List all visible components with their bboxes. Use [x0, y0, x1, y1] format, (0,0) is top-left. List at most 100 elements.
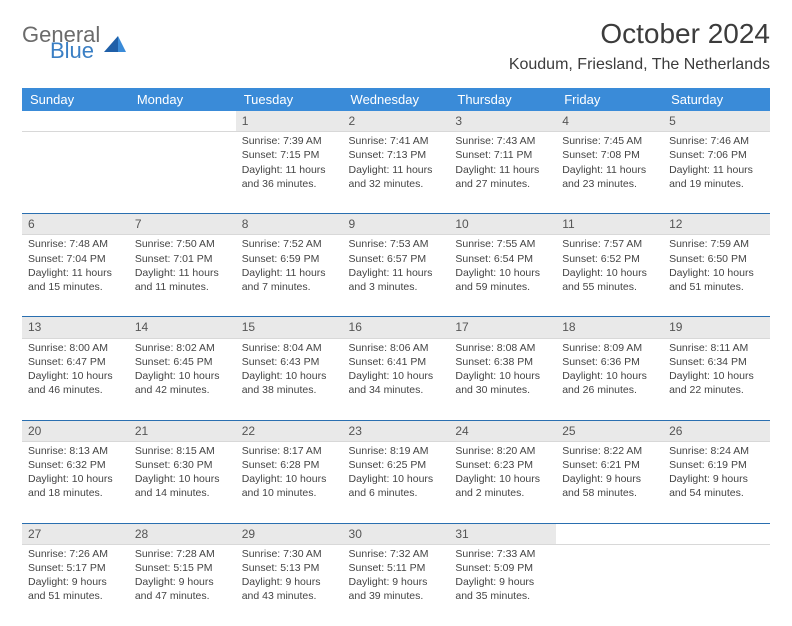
day-header-row: Sunday Monday Tuesday Wednesday Thursday… — [22, 88, 770, 111]
day-content-cell: Sunrise: 8:08 AMSunset: 6:38 PMDaylight:… — [449, 338, 556, 420]
sunrise-text: Sunrise: 8:06 AM — [349, 341, 444, 355]
daylight-text: Daylight: 11 hours and 11 minutes. — [135, 266, 230, 294]
day-content-cell: Sunrise: 7:53 AMSunset: 6:57 PMDaylight:… — [343, 235, 450, 317]
daylight-text: Daylight: 10 hours and 22 minutes. — [669, 369, 764, 397]
day-number-cell: 17 — [449, 317, 556, 338]
day-content-cell: Sunrise: 7:55 AMSunset: 6:54 PMDaylight:… — [449, 235, 556, 317]
day-content-cell: Sunrise: 8:00 AMSunset: 6:47 PMDaylight:… — [22, 338, 129, 420]
daylight-text: Daylight: 11 hours and 36 minutes. — [242, 163, 337, 191]
day-header: Monday — [129, 88, 236, 111]
daylight-text: Daylight: 11 hours and 3 minutes. — [349, 266, 444, 294]
sunrise-text: Sunrise: 7:30 AM — [242, 547, 337, 561]
daylight-text: Daylight: 11 hours and 7 minutes. — [242, 266, 337, 294]
sunset-text: Sunset: 5:09 PM — [455, 561, 550, 575]
day-content-cell: Sunrise: 8:19 AMSunset: 6:25 PMDaylight:… — [343, 441, 450, 523]
sunset-text: Sunset: 6:23 PM — [455, 458, 550, 472]
sunrise-text: Sunrise: 8:19 AM — [349, 444, 444, 458]
sunset-text: Sunset: 6:59 PM — [242, 252, 337, 266]
day-content-cell — [663, 544, 770, 626]
day-number-cell: 20 — [22, 420, 129, 441]
day-number-cell: 27 — [22, 523, 129, 544]
title-block: October 2024 Koudum, Friesland, The Neth… — [509, 18, 770, 74]
sunset-text: Sunset: 6:54 PM — [455, 252, 550, 266]
sunrise-text: Sunrise: 7:52 AM — [242, 237, 337, 251]
day-number-cell: 30 — [343, 523, 450, 544]
sunset-text: Sunset: 7:04 PM — [28, 252, 123, 266]
day-number-cell: 22 — [236, 420, 343, 441]
day-number-cell: 21 — [129, 420, 236, 441]
day-content-cell: Sunrise: 7:30 AMSunset: 5:13 PMDaylight:… — [236, 544, 343, 626]
daylight-text: Daylight: 11 hours and 15 minutes. — [28, 266, 123, 294]
daylight-text: Daylight: 10 hours and 6 minutes. — [349, 472, 444, 500]
day-number-row: 13141516171819 — [22, 317, 770, 338]
sunset-text: Sunset: 6:34 PM — [669, 355, 764, 369]
day-number-cell: 19 — [663, 317, 770, 338]
sunset-text: Sunset: 6:45 PM — [135, 355, 230, 369]
sunrise-text: Sunrise: 7:59 AM — [669, 237, 764, 251]
daylight-text: Daylight: 11 hours and 19 minutes. — [669, 163, 764, 191]
daylight-text: Daylight: 10 hours and 10 minutes. — [242, 472, 337, 500]
day-header: Wednesday — [343, 88, 450, 111]
daylight-text: Daylight: 11 hours and 32 minutes. — [349, 163, 444, 191]
day-content-cell: Sunrise: 8:20 AMSunset: 6:23 PMDaylight:… — [449, 441, 556, 523]
sunrise-text: Sunrise: 7:45 AM — [562, 134, 657, 148]
day-number-cell: 14 — [129, 317, 236, 338]
brand-blue: Blue — [50, 40, 100, 62]
sunset-text: Sunset: 6:52 PM — [562, 252, 657, 266]
daylight-text: Daylight: 10 hours and 46 minutes. — [28, 369, 123, 397]
day-number-cell — [556, 523, 663, 544]
header-bar: General Blue October 2024 Koudum, Friesl… — [22, 18, 770, 74]
day-number-cell: 13 — [22, 317, 129, 338]
sunrise-text: Sunrise: 7:48 AM — [28, 237, 123, 251]
daylight-text: Daylight: 10 hours and 34 minutes. — [349, 369, 444, 397]
day-content-row: Sunrise: 7:26 AMSunset: 5:17 PMDaylight:… — [22, 544, 770, 626]
sunset-text: Sunset: 6:21 PM — [562, 458, 657, 472]
daylight-text: Daylight: 9 hours and 54 minutes. — [669, 472, 764, 500]
sunrise-text: Sunrise: 7:41 AM — [349, 134, 444, 148]
sunset-text: Sunset: 5:13 PM — [242, 561, 337, 575]
day-number-row: 12345 — [22, 111, 770, 132]
sunrise-text: Sunrise: 7:32 AM — [349, 547, 444, 561]
sunrise-text: Sunrise: 8:24 AM — [669, 444, 764, 458]
day-number-cell: 11 — [556, 214, 663, 235]
sunset-text: Sunset: 6:30 PM — [135, 458, 230, 472]
sunrise-text: Sunrise: 7:53 AM — [349, 237, 444, 251]
sunset-text: Sunset: 6:36 PM — [562, 355, 657, 369]
day-number-cell: 10 — [449, 214, 556, 235]
sunset-text: Sunset: 6:19 PM — [669, 458, 764, 472]
day-content-cell: Sunrise: 7:39 AMSunset: 7:15 PMDaylight:… — [236, 132, 343, 214]
daylight-text: Daylight: 9 hours and 51 minutes. — [28, 575, 123, 603]
day-number-cell: 25 — [556, 420, 663, 441]
sunset-text: Sunset: 7:11 PM — [455, 148, 550, 162]
sunrise-text: Sunrise: 8:08 AM — [455, 341, 550, 355]
daylight-text: Daylight: 10 hours and 30 minutes. — [455, 369, 550, 397]
sunset-text: Sunset: 6:41 PM — [349, 355, 444, 369]
day-header: Saturday — [663, 88, 770, 111]
sunrise-text: Sunrise: 8:15 AM — [135, 444, 230, 458]
day-content-cell: Sunrise: 8:04 AMSunset: 6:43 PMDaylight:… — [236, 338, 343, 420]
daylight-text: Daylight: 10 hours and 14 minutes. — [135, 472, 230, 500]
sunrise-text: Sunrise: 8:13 AM — [28, 444, 123, 458]
brand-triangle-icon — [104, 36, 126, 52]
day-header: Tuesday — [236, 88, 343, 111]
day-number-cell: 26 — [663, 420, 770, 441]
daylight-text: Daylight: 9 hours and 47 minutes. — [135, 575, 230, 603]
day-content-cell: Sunrise: 8:22 AMSunset: 6:21 PMDaylight:… — [556, 441, 663, 523]
sunrise-text: Sunrise: 8:02 AM — [135, 341, 230, 355]
sunset-text: Sunset: 7:13 PM — [349, 148, 444, 162]
sunrise-text: Sunrise: 8:20 AM — [455, 444, 550, 458]
day-content-cell: Sunrise: 8:13 AMSunset: 6:32 PMDaylight:… — [22, 441, 129, 523]
sunset-text: Sunset: 6:50 PM — [669, 252, 764, 266]
day-content-cell: Sunrise: 8:06 AMSunset: 6:41 PMDaylight:… — [343, 338, 450, 420]
sunset-text: Sunset: 5:17 PM — [28, 561, 123, 575]
day-header: Sunday — [22, 88, 129, 111]
day-number-cell: 16 — [343, 317, 450, 338]
day-number-cell: 1 — [236, 111, 343, 132]
day-number-cell: 31 — [449, 523, 556, 544]
day-content-cell: Sunrise: 8:02 AMSunset: 6:45 PMDaylight:… — [129, 338, 236, 420]
sunrise-text: Sunrise: 7:50 AM — [135, 237, 230, 251]
day-content-cell: Sunrise: 7:46 AMSunset: 7:06 PMDaylight:… — [663, 132, 770, 214]
day-number-cell: 15 — [236, 317, 343, 338]
day-content-cell: Sunrise: 7:48 AMSunset: 7:04 PMDaylight:… — [22, 235, 129, 317]
day-header: Friday — [556, 88, 663, 111]
